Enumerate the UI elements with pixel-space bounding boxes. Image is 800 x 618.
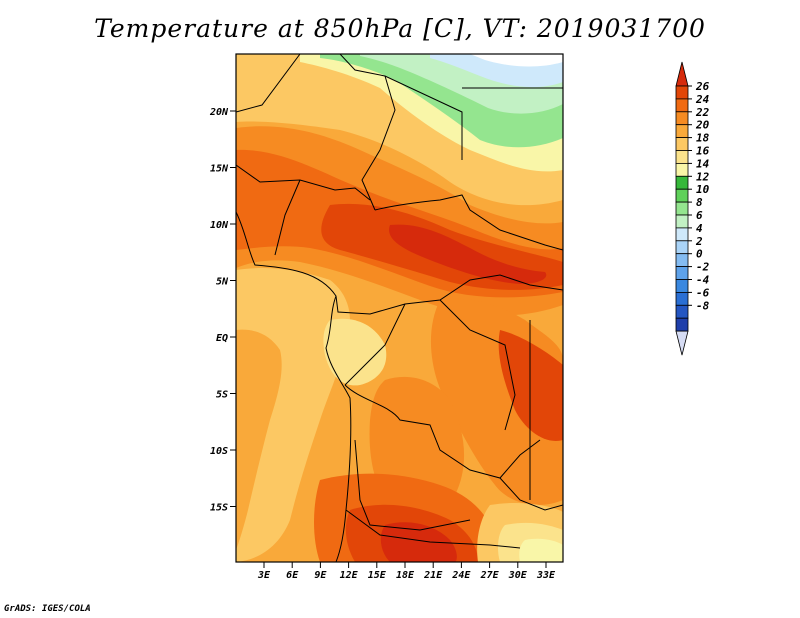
colorbar-label: 0: [696, 248, 703, 261]
lon-label: 30E: [508, 570, 528, 581]
colorbar-bottom-arrow: [675, 330, 689, 356]
colorbar-label: 16: [696, 145, 710, 158]
colorbar-swatch: [675, 98, 689, 113]
country-borders: [236, 54, 563, 562]
colorbar-label: -4: [696, 274, 710, 287]
colorbar-label: 26: [695, 80, 710, 93]
lon-label: 33E: [536, 570, 556, 581]
lon-label: 6E: [286, 570, 299, 581]
colorbar-label: 4: [696, 222, 703, 235]
lat-label: 15N: [210, 164, 229, 175]
colorbar-swatch: [675, 162, 689, 177]
colorbar-label: 14: [696, 157, 710, 170]
colorbar-label: 12: [696, 170, 710, 183]
colorbar-label: 18: [696, 132, 710, 145]
colorbar-swatch: [675, 111, 689, 126]
chart-title: Temperature at 850hPa [C], VT: 201903170…: [94, 14, 706, 43]
colorbar-swatch: [675, 175, 689, 190]
colorbar-swatch: [675, 214, 689, 229]
lat-label: 5S: [216, 390, 228, 401]
colorbar-label: 20: [695, 119, 710, 132]
lat-label: 10S: [210, 446, 228, 457]
colorbar-label: 24: [695, 93, 710, 106]
lon-label: 15E: [368, 570, 387, 581]
colorbar-swatch: [675, 291, 689, 306]
lon-label: 3E: [257, 570, 271, 581]
colorbar-swatch: [675, 253, 689, 267]
longitude-axis: 3E 6E 9E 12E 15E 18E 21E 24E 27E 30E 33E: [257, 562, 556, 581]
colorbar-swatch: [675, 150, 689, 164]
colorbar-swatch: [675, 188, 689, 203]
colorbar-swatch: [675, 317, 689, 332]
plot-frame: [235, 53, 564, 563]
colorbar-swatch: [675, 304, 689, 319]
colorbar-swatch: [675, 240, 689, 255]
colorbar-swatch: [675, 279, 689, 293]
lon-label: 12E: [340, 570, 359, 581]
lat-label: 5N: [216, 277, 229, 288]
colorbar-top-arrow: [675, 61, 689, 87]
colorbar-label: -6: [696, 286, 710, 299]
lat-label: 20N: [209, 107, 229, 118]
grads-credit: GrADS: IGES/COLA: [4, 604, 91, 614]
colorbar-swatch: [675, 201, 689, 216]
colorbar-swatch: [675, 137, 689, 151]
lat-label: EQ: [216, 333, 228, 344]
latitude-axis: 20N 15N 10N 5N EQ 5S 10S 15S: [209, 107, 236, 514]
colorbar-label: 8: [696, 196, 703, 209]
colorbar-swatch: [675, 124, 689, 138]
lon-label: 27E: [480, 570, 500, 581]
colorbar-label: 22: [695, 106, 710, 119]
temperature-field: [236, 54, 563, 562]
lon-label: 9E: [314, 570, 327, 581]
lon-label: 18E: [396, 570, 415, 581]
colorbar-swatch: [675, 266, 689, 280]
lon-label: 24E: [451, 570, 471, 581]
colorbar-label: -2: [696, 261, 710, 274]
colorbar-label: 2: [695, 235, 703, 248]
colorbar-swatch: [675, 85, 689, 100]
colorbar-label: 6: [696, 209, 703, 222]
colorbar-label: -8: [696, 299, 710, 312]
lat-label: 10N: [210, 220, 229, 231]
colorbar-swatch: [675, 227, 689, 242]
colorbar-label: 10: [696, 183, 710, 196]
lon-label: 21E: [423, 570, 443, 581]
lat-label: 15S: [210, 503, 228, 514]
